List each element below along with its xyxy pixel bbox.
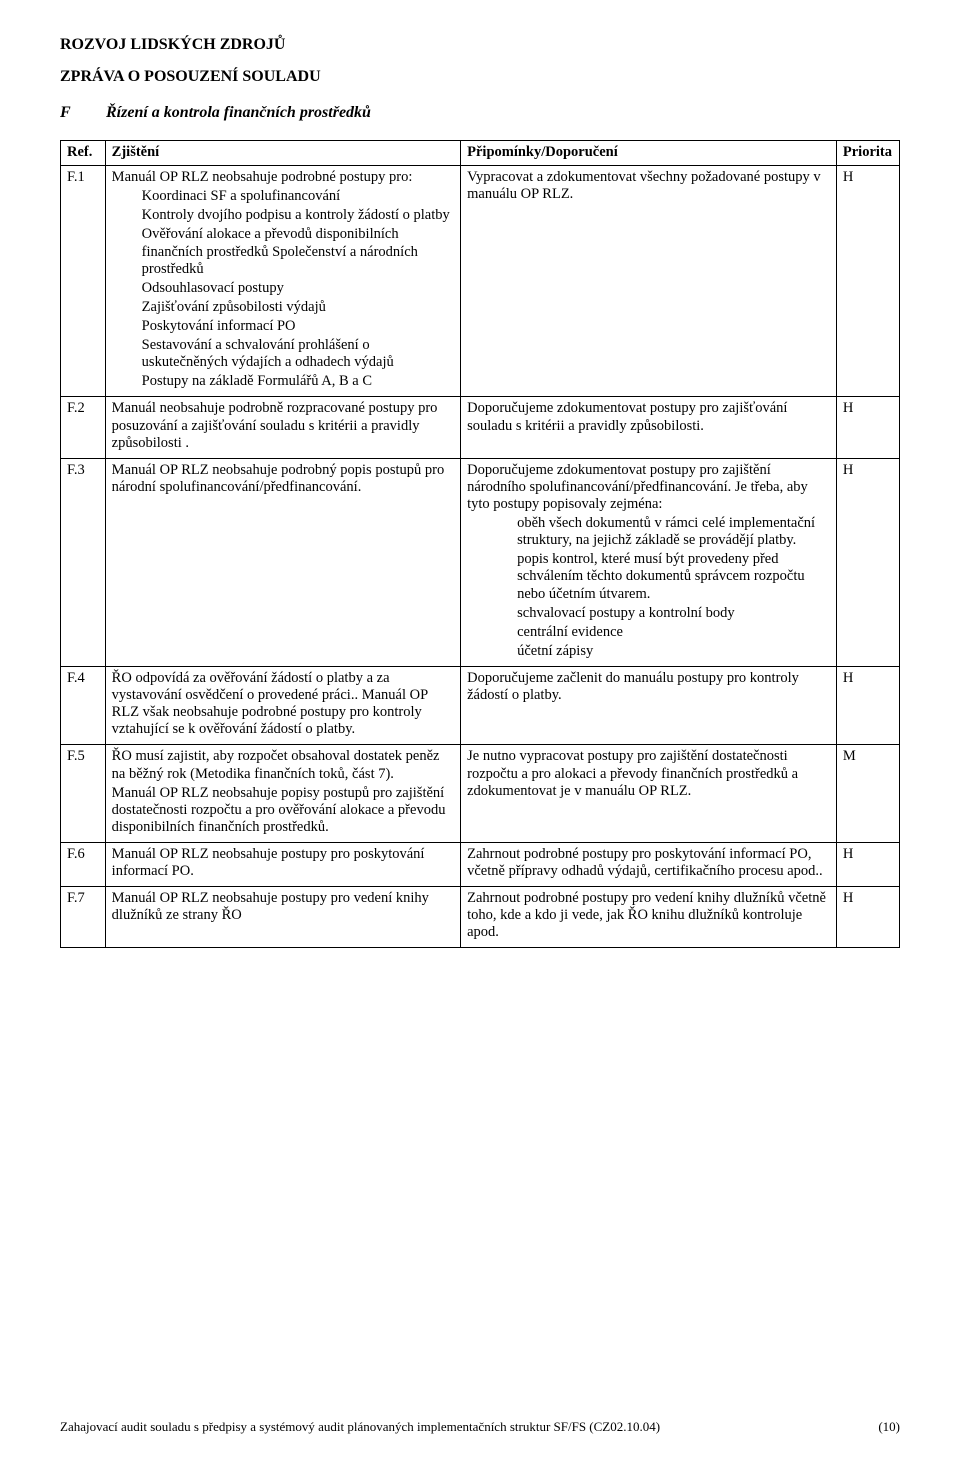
footer-left: Zahajovací audit souladu s předpisy a sy… [60,1419,660,1435]
cell-ref: F.7 [61,887,106,948]
cell-priority: H [836,887,899,948]
finding-intro: Manuál OP RLZ neobsahuje postupy pro pos… [112,846,454,880]
cell-ref: F.6 [61,842,106,886]
finding-intro: Manuál OP RLZ neobsahuje podrobný popis … [112,462,454,496]
finding-bullet: Kontroly dvojího podpisu a kontroly žádo… [112,207,454,224]
table-row: F.5 ŘO musí zajistit, aby rozpočet obsah… [61,745,900,843]
cell-ref: F.3 [61,458,106,666]
finding-bullet: Odsouhlasovací postupy [112,280,454,297]
cell-recommendation: Doporučujeme zdokumentovat postupy pro z… [461,397,837,458]
recommendation-bullet: schvalovací postupy a kontrolní body [467,605,830,622]
finding-bullet: Ověřování alokace a převodů disponibilní… [112,226,454,277]
finding-intro: ŘO musí zajistit, aby rozpočet obsahoval… [112,748,454,782]
finding-intro: Manuál neobsahuje podrobně rozpracované … [112,400,454,451]
table-row: F.1 Manuál OP RLZ neobsahuje podrobné po… [61,166,900,397]
finding-intro: Manuál OP RLZ neobsahuje podrobné postup… [112,169,454,186]
cell-recommendation: Doporučujeme začlenit do manuálu postupy… [461,666,837,744]
footer-right: (10) [878,1419,900,1435]
section-heading: F Řízení a kontrola finančních prostředk… [60,104,900,122]
recommendation-intro: Doporučujeme zdokumentovat postupy pro z… [467,462,830,513]
recommendation-bullet: centrální evidence [467,624,830,641]
cell-finding: Manuál OP RLZ neobsahuje podrobný popis … [105,458,460,666]
finding-bullet: Poskytování informací PO [112,318,454,335]
table-header-row: Ref. Zjištění Připomínky/Doporučení Prio… [61,141,900,166]
recommendation-bullet: oběh všech dokumentů v rámci celé implem… [467,515,830,549]
finding-bullet: Sestavování a schvalování prohlášení o u… [112,337,454,371]
cell-priority: H [836,666,899,744]
cell-recommendation: Doporučujeme zdokumentovat postupy pro z… [461,458,837,666]
table-row: F.4 ŘO odpovídá za ověřování žádostí o p… [61,666,900,744]
cell-priority: H [836,397,899,458]
finding-extra: Manuál OP RLZ neobsahuje popisy postupů … [112,785,454,836]
cell-finding: Manuál neobsahuje podrobně rozpracované … [105,397,460,458]
cell-recommendation: Je nutno vypracovat postupy pro zajištěn… [461,745,837,843]
cell-priority: H [836,842,899,886]
finding-intro: Manuál OP RLZ neobsahuje postupy pro ved… [112,890,454,924]
cell-recommendation: Zahrnout podrobné postupy pro vedení kni… [461,887,837,948]
cell-recommendation: Vypracovat a zdokumentovat všechny požad… [461,166,837,397]
finding-bullet: Zajišťování způsobilosti výdajů [112,299,454,316]
recommendation-intro: Zahrnout podrobné postupy pro vedení kni… [467,890,830,941]
cell-finding: Manuál OP RLZ neobsahuje postupy pro pos… [105,842,460,886]
cell-ref: F.5 [61,745,106,843]
table-row: F.6 Manuál OP RLZ neobsahuje postupy pro… [61,842,900,886]
heading-secondary: ZPRÁVA O POSOUZENÍ SOULADU [60,68,900,86]
cell-recommendation: Zahrnout podrobné postupy pro poskytován… [461,842,837,886]
table-row: F.2 Manuál neobsahuje podrobně rozpracov… [61,397,900,458]
cell-priority: H [836,166,899,397]
col-header-ref: Ref. [61,141,106,166]
recommendation-bullet: účetní zápisy [467,643,830,660]
heading-primary: ROZVOJ LIDSKÝCH ZDROJŮ [60,36,900,54]
section-letter: F [60,104,102,122]
col-header-finding: Zjištění [105,141,460,166]
recommendation-intro: Zahrnout podrobné postupy pro poskytován… [467,846,830,880]
recommendation-bullet: popis kontrol, které musí být provedeny … [467,551,830,602]
section-title: Řízení a kontrola finančních prostředků [106,104,371,121]
cell-priority: H [836,458,899,666]
recommendation-intro: Je nutno vypracovat postupy pro zajištěn… [467,748,830,799]
finding-intro: ŘO odpovídá za ověřování žádostí o platb… [112,670,454,738]
cell-finding: Manuál OP RLZ neobsahuje postupy pro ved… [105,887,460,948]
findings-table: Ref. Zjištění Připomínky/Doporučení Prio… [60,140,900,948]
cell-priority: M [836,745,899,843]
recommendation-intro: Vypracovat a zdokumentovat všechny požad… [467,169,830,203]
finding-bullet: Postupy na základě Formulářů A, B a C [112,373,454,390]
col-header-priority: Priorita [836,141,899,166]
cell-finding: Manuál OP RLZ neobsahuje podrobné postup… [105,166,460,397]
page: ROZVOJ LIDSKÝCH ZDROJŮ ZPRÁVA O POSOUZEN… [0,0,960,1457]
recommendation-intro: Doporučujeme zdokumentovat postupy pro z… [467,400,830,434]
table-row: F.3 Manuál OP RLZ neobsahuje podrobný po… [61,458,900,666]
col-header-recommendation: Připomínky/Doporučení [461,141,837,166]
cell-finding: ŘO musí zajistit, aby rozpočet obsahoval… [105,745,460,843]
table-row: F.7 Manuál OP RLZ neobsahuje postupy pro… [61,887,900,948]
cell-ref: F.1 [61,166,106,397]
cell-finding: ŘO odpovídá za ověřování žádostí o platb… [105,666,460,744]
cell-ref: F.4 [61,666,106,744]
recommendation-intro: Doporučujeme začlenit do manuálu postupy… [467,670,830,704]
cell-ref: F.2 [61,397,106,458]
footer: Zahajovací audit souladu s předpisy a sy… [60,1419,900,1435]
finding-bullet: Koordinaci SF a spolufinancování [112,188,454,205]
